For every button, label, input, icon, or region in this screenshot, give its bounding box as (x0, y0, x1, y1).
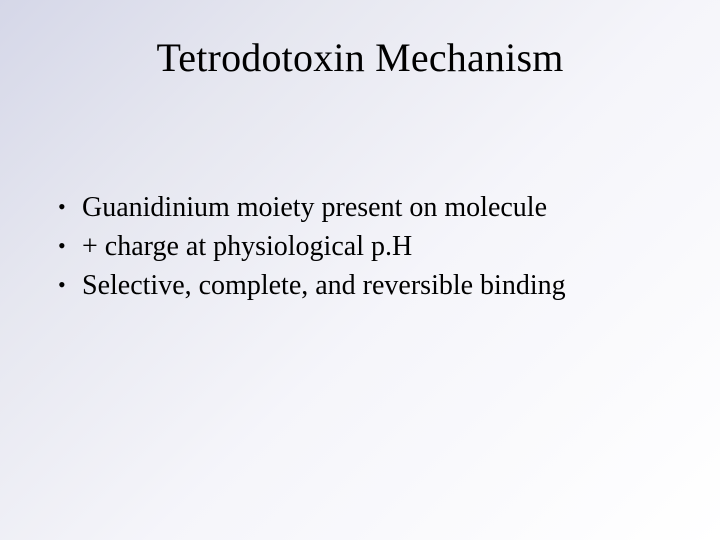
slide-body: • Guanidinium moiety present on molecule… (58, 190, 670, 307)
slide-title: Tetrodotoxin Mechanism (0, 34, 720, 81)
slide: Tetrodotoxin Mechanism • Guanidinium moi… (0, 0, 720, 540)
bullet-icon: • (58, 268, 82, 302)
list-item: • Selective, complete, and reversible bi… (58, 268, 670, 303)
list-item: • Guanidinium moiety present on molecule (58, 190, 670, 225)
bullet-text: Guanidinium moiety present on molecule (82, 190, 670, 225)
bullet-icon: • (58, 190, 82, 224)
bullet-icon: • (58, 229, 82, 263)
bullet-text: + charge at physiological p.H (82, 229, 670, 264)
bullet-text: Selective, complete, and reversible bind… (82, 268, 670, 303)
list-item: • + charge at physiological p.H (58, 229, 670, 264)
